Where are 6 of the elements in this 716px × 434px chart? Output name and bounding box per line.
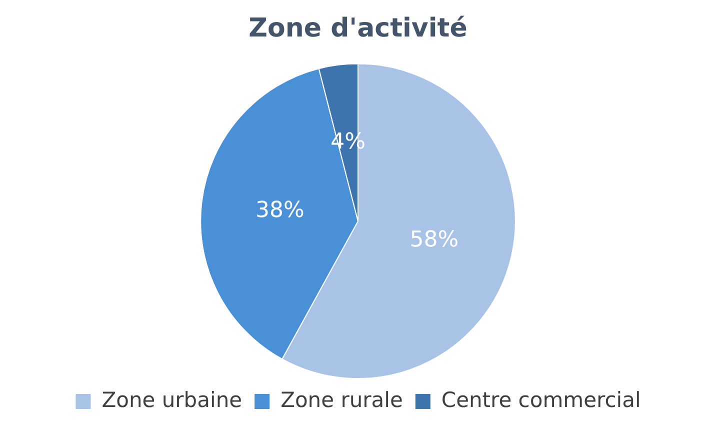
legend-label: Zone urbaine — [102, 388, 242, 412]
data-label: 38% — [255, 198, 304, 223]
legend-label: Centre commercial — [441, 388, 641, 412]
chart-title: Zone d'activité — [248, 13, 468, 44]
data-label: 58% — [410, 227, 459, 252]
legend-label: Zone rurale — [280, 388, 403, 412]
